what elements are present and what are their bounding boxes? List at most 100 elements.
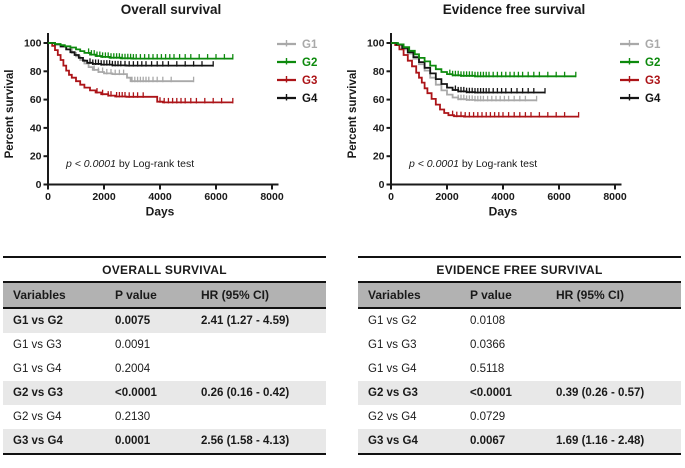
x-tick-label: 8000 xyxy=(603,191,627,203)
axes xyxy=(47,33,279,186)
y-tick-label: 100 xyxy=(24,38,42,50)
table-row: G1 vs G4 0.2004 xyxy=(3,357,326,381)
col-hr: HR (95% CI) xyxy=(191,283,326,309)
legend-item-G1: G1 xyxy=(277,39,318,51)
cell-pvalue: 0.5118 xyxy=(460,357,546,381)
y-tick-label: 80 xyxy=(30,66,42,78)
series-G3 xyxy=(391,42,579,118)
x-axis-label: Days xyxy=(146,205,175,219)
legend-label: G1 xyxy=(302,39,318,51)
cell-variable: G1 vs G3 xyxy=(358,333,460,357)
cell-hr xyxy=(546,333,681,357)
legend-label: G4 xyxy=(302,93,318,105)
col-pvalue: P value xyxy=(460,283,546,309)
cell-variable: G2 vs G3 xyxy=(358,381,460,405)
cell-pvalue: 0.0108 xyxy=(460,308,546,333)
stats-table: Variables P value HR (95% CI) G1 vs G2 0.… xyxy=(3,283,326,455)
legend-label: G2 xyxy=(645,57,660,69)
cell-hr: 1.69 (1.16 - 2.48) xyxy=(546,429,681,454)
cell-variable: G1 vs G3 xyxy=(3,333,105,357)
y-tick-label: 40 xyxy=(373,122,385,134)
col-hr: HR (95% CI) xyxy=(546,283,681,309)
x-tick-label: 0 xyxy=(45,191,51,203)
series-G3 xyxy=(48,42,233,104)
cell-pvalue: 0.2004 xyxy=(105,357,191,381)
series-G2 xyxy=(391,42,576,78)
cell-hr: 0.26 (0.16 - 0.42) xyxy=(191,381,326,405)
y-tick-label: 60 xyxy=(30,94,42,106)
cell-hr xyxy=(546,357,681,381)
x-tick-label: 2000 xyxy=(92,191,116,203)
legend-item-G3: G3 xyxy=(277,75,317,87)
chart-title: Evidence free survival xyxy=(443,2,586,17)
legend-item-G1: G1 xyxy=(620,39,661,51)
x-tick-label: 2000 xyxy=(435,191,459,203)
cell-hr xyxy=(191,357,326,381)
pvalue-annotation: p < 0.0001 by Log-rank test xyxy=(65,158,194,170)
y-tick-label: 20 xyxy=(30,151,42,163)
cell-variable: G1 vs G2 xyxy=(3,308,105,333)
overall-survival-chart: 0 20 40 60 80 100 0 2000 4000 6000 8000 Overall sur… xyxy=(4,2,318,219)
evidence-free-survival-table: EVIDENCE FREE SURVIVAL Variables P value… xyxy=(358,256,681,455)
cell-variable: G2 vs G4 xyxy=(358,405,460,429)
cell-pvalue: 0.2130 xyxy=(105,405,191,429)
col-pvalue: P value xyxy=(105,283,191,309)
cell-variable: G2 vs G4 xyxy=(3,405,105,429)
cell-hr: 2.56 (1.58 - 4.13) xyxy=(191,429,326,454)
cell-hr: 2.41 (1.27 - 4.59) xyxy=(191,308,326,333)
table-row: G1 vs G2 0.0075 2.41 (1.27 - 4.59) xyxy=(3,308,326,333)
y-tick-label: 0 xyxy=(36,179,42,191)
x-tick-label: 6000 xyxy=(547,191,571,203)
pvalue-annotation: p < 0.0001 by Log-rank test xyxy=(408,158,537,170)
table-row: G3 vs G4 0.0067 1.69 (1.16 - 2.48) xyxy=(358,429,681,454)
legend-label: G3 xyxy=(645,75,660,87)
y-tick-label: 60 xyxy=(373,94,385,106)
table-row: G2 vs G4 0.0729 xyxy=(358,405,681,429)
cell-pvalue: 0.0366 xyxy=(460,333,546,357)
cell-pvalue: 0.0091 xyxy=(105,333,191,357)
legend-item-G4: G4 xyxy=(620,93,661,105)
legend-label: G1 xyxy=(645,39,661,51)
table-title: EVIDENCE FREE SURVIVAL xyxy=(358,256,681,283)
cell-hr xyxy=(191,333,326,357)
table-row: G1 vs G2 0.0108 xyxy=(358,308,681,333)
legend-item-G2: G2 xyxy=(620,57,660,69)
x-tick-label: 4000 xyxy=(491,191,515,203)
cell-pvalue: 0.0001 xyxy=(105,429,191,454)
series-G4 xyxy=(48,42,214,67)
cell-hr xyxy=(191,405,326,429)
legend-label: G2 xyxy=(302,57,317,69)
table-row: G1 vs G3 0.0091 xyxy=(3,333,326,357)
cell-variable: G1 vs G4 xyxy=(358,357,460,381)
y-tick-label: 40 xyxy=(30,122,42,134)
chart-title: Overall survival xyxy=(121,2,222,17)
table-row: G2 vs G3 <0.0001 0.39 (0.26 - 0.57) xyxy=(358,381,681,405)
cell-pvalue: <0.0001 xyxy=(105,381,191,405)
cell-hr: 0.39 (0.26 - 0.57) xyxy=(546,381,681,405)
y-tick-label: 0 xyxy=(379,179,385,191)
cell-variable: G1 vs G2 xyxy=(358,308,460,333)
table-title: OVERALL SURVIVAL xyxy=(3,256,326,283)
cell-variable: G1 vs G4 xyxy=(3,357,105,381)
cell-hr xyxy=(546,405,681,429)
y-tick-label: 20 xyxy=(373,151,385,163)
evidence-free-survival-chart: 0 20 40 60 80 100 0 2000 4000 6000 8000 Evidence fr… xyxy=(347,2,661,219)
table-row: G2 vs G3 <0.0001 0.26 (0.16 - 0.42) xyxy=(3,381,326,405)
col-variables: Variables xyxy=(358,283,460,309)
series-G2 xyxy=(48,42,233,60)
table-header: Variables P value HR (95% CI) xyxy=(3,283,326,309)
cell-hr xyxy=(546,308,681,333)
table-row: G1 vs G3 0.0366 xyxy=(358,333,681,357)
legend-item-G2: G2 xyxy=(277,57,317,69)
stats-table: Variables P value HR (95% CI) G1 vs G2 0.… xyxy=(358,283,681,455)
y-axis-label: Percent survival xyxy=(347,70,359,159)
axes xyxy=(390,33,622,186)
table-row: G1 vs G4 0.5118 xyxy=(358,357,681,381)
cell-pvalue: 0.0075 xyxy=(105,308,191,333)
legend-item-G4: G4 xyxy=(277,93,318,105)
x-tick-label: 6000 xyxy=(204,191,228,203)
cell-variable: G2 vs G3 xyxy=(3,381,105,405)
x-tick-label: 0 xyxy=(388,191,394,203)
cell-pvalue: 0.0729 xyxy=(460,405,546,429)
